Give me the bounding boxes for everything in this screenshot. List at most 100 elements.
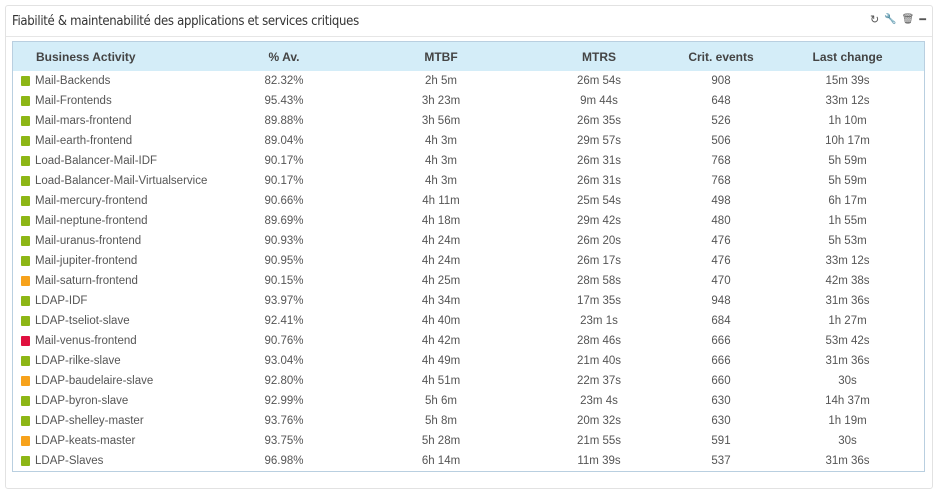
status-cell	[13, 211, 35, 231]
availability-cell: 90.93%	[264, 235, 304, 247]
column-header-crit-events[interactable]: Crit. events	[688, 49, 754, 64]
last-change-cell: 14h 37m	[825, 395, 870, 407]
table-row[interactable]: LDAP-baudelaire-slave 92.80% 4h 51m 22m 37s…	[13, 371, 924, 391]
last-change-cell: 30s	[838, 375, 857, 387]
name-cell[interactable]: Mail-earth-frontend	[35, 135, 133, 147]
refresh-icon[interactable]: ↻	[870, 14, 880, 26]
table-row[interactable]: LDAP-IDF 93.97% 4h 34m 17m 35s 948 31m 36s	[13, 291, 924, 311]
last-change-cell: 31m 36s	[825, 295, 870, 307]
column-header-mtbf[interactable]: MTBF	[424, 49, 458, 64]
availability-cell: 92.41%	[264, 315, 304, 327]
name-cell[interactable]: LDAP-Slaves	[35, 455, 104, 467]
name-cell[interactable]: Load-Balancer-Mail-IDF	[35, 155, 158, 167]
column-header-availability[interactable]: % Av.	[268, 49, 300, 64]
last-change-cell: 1h 27m	[828, 315, 867, 327]
mtrs-cell: 25m 54s	[576, 195, 622, 207]
crit-events-cell: 666	[711, 355, 731, 367]
name-cell[interactable]: Mail-mercury-frontend	[35, 195, 148, 207]
status-cell	[13, 451, 35, 471]
name-cell[interactable]: LDAP-IDF	[35, 295, 88, 307]
name-cell[interactable]: Mail-mars-frontend	[35, 115, 132, 127]
name-cell[interactable]: Mail-Backends	[35, 75, 111, 87]
status-cell	[13, 171, 35, 191]
status-cell	[13, 431, 35, 451]
name-cell[interactable]: Mail-saturn-frontend	[35, 275, 138, 287]
mtrs-cell: 21m 40s	[576, 355, 622, 367]
status-cell	[13, 231, 35, 251]
trash-icon[interactable]: 🗑	[901, 14, 915, 25]
mtrs-cell: 28m 46s	[576, 335, 622, 347]
mtrs-cell: 26m 35s	[576, 115, 622, 127]
table-row[interactable]: Mail-earth-frontend 89.04% 4h 3m 29m 57s 506…	[13, 131, 924, 151]
column-header-business-activity[interactable]: Business Activity	[36, 49, 136, 64]
status-cell	[13, 271, 35, 291]
name-cell[interactable]: LDAP-rilke-slave	[35, 355, 121, 367]
status-column-header	[13, 42, 35, 71]
availability-cell: 92.99%	[264, 395, 304, 407]
table-row[interactable]: LDAP-keats-master 93.75% 5h 28m 21m 55s 591 3…	[13, 431, 924, 451]
status-ok-icon	[21, 135, 30, 146]
column-header-mtrs[interactable]: MTRS	[582, 49, 616, 64]
availability-cell: 95.43%	[264, 95, 304, 107]
widget-title: Fiabilité & maintenabilité des applicati…	[12, 14, 359, 29]
table-row[interactable]: Mail-mars-frontend 89.88% 3h 56m 26m 35s 526…	[13, 111, 924, 131]
mtrs-cell: 11m 39s	[577, 455, 621, 467]
table-row[interactable]: Load-Balancer-Mail-IDF 90.17% 4h 3m 26m 31s…	[13, 151, 924, 171]
crit-events-cell: 537	[711, 455, 731, 467]
name-cell[interactable]: LDAP-keats-master	[35, 435, 136, 447]
name-cell[interactable]: LDAP-tseliot-slave	[35, 315, 130, 327]
table-row[interactable]: Mail-Backends 82.32% 2h 5m 26m 54s 908 15m 39…	[13, 71, 924, 91]
name-cell[interactable]: Load-Balancer-Mail-Virtualservice	[35, 175, 208, 187]
availability-cell: 93.97%	[264, 295, 304, 307]
last-change-cell: 33m 12s	[825, 95, 870, 107]
mtrs-cell: 26m 31s	[576, 175, 622, 187]
table-row[interactable]: Mail-uranus-frontend 90.93% 4h 24m 26m 20s 4…	[13, 231, 924, 251]
column-header-last-change[interactable]: Last change	[812, 49, 883, 64]
name-cell[interactable]: Mail-neptune-frontend	[35, 215, 148, 227]
name-cell[interactable]: LDAP-shelley-master	[35, 415, 144, 427]
status-cell	[13, 371, 35, 391]
mtrs-cell: 20m 32s	[576, 415, 622, 427]
minimize-icon[interactable]: ━	[919, 14, 926, 26]
table-row[interactable]: Mail-mercury-frontend 90.66% 4h 11m 25m 54s…	[13, 191, 924, 211]
status-ok-icon	[21, 355, 30, 366]
mtrs-cell: 23m 4s	[580, 395, 618, 407]
name-cell[interactable]: Mail-Frontends	[35, 95, 112, 107]
availability-cell: 90.17%	[264, 175, 304, 187]
table-row[interactable]: LDAP-Slaves 96.98% 6h 14m 11m 39s 537 31m 36s	[13, 451, 924, 471]
mtrs-cell: 29m 42s	[576, 215, 622, 227]
name-cell[interactable]: Mail-uranus-frontend	[35, 235, 142, 247]
mtbf-cell: 5h 8m	[425, 415, 457, 427]
last-change-cell: 31m 36s	[825, 355, 870, 367]
table-row[interactable]: LDAP-rilke-slave 93.04% 4h 49m 21m 40s 666 31…	[13, 351, 924, 371]
table-row[interactable]: Mail-jupiter-frontend 90.95% 4h 24m 26m 17s…	[13, 251, 924, 271]
status-ok-icon	[21, 315, 30, 326]
mtbf-cell: 4h 11m	[422, 195, 460, 207]
mtbf-cell: 4h 3m	[425, 175, 457, 187]
status-ok-icon	[21, 215, 30, 226]
mtrs-cell: 23m 1s	[580, 315, 618, 327]
status-cell	[13, 91, 35, 111]
table-row[interactable]: Mail-Frontends 95.43% 3h 23m 9m 44s 648 33m 1…	[13, 91, 924, 111]
name-cell[interactable]: LDAP-baudelaire-slave	[35, 375, 154, 387]
wrench-icon[interactable]: 🔧	[884, 14, 897, 25]
table-row[interactable]: LDAP-tseliot-slave 92.41% 4h 40m 23m 1s 684 1…	[13, 311, 924, 331]
table-row[interactable]: LDAP-byron-slave 92.99% 5h 6m 23m 4s 630 14h …	[13, 391, 924, 411]
availability-cell: 90.15%	[264, 275, 304, 287]
crit-events-cell: 526	[711, 115, 731, 127]
status-ok-icon	[21, 235, 30, 246]
widget-header: Fiabilité & maintenabilité des applicati…	[6, 6, 932, 37]
table-row[interactable]: LDAP-shelley-master 93.76% 5h 8m 20m 32s 630…	[13, 411, 924, 431]
availability-cell: 90.17%	[264, 155, 304, 167]
last-change-cell: 5h 59m	[828, 175, 867, 187]
availability-cell: 93.04%	[264, 355, 304, 367]
last-change-cell: 1h 10m	[828, 115, 867, 127]
name-cell[interactable]: Mail-jupiter-frontend	[35, 255, 138, 267]
crit-events-cell: 630	[711, 395, 731, 407]
table-row[interactable]: Mail-neptune-frontend 89.69% 4h 18m 29m 42s…	[13, 211, 924, 231]
name-cell[interactable]: Mail-venus-frontend	[35, 335, 137, 347]
table-row[interactable]: Mail-saturn-frontend 90.15% 4h 25m 28m 58s 4…	[13, 271, 924, 291]
table-row[interactable]: Load-Balancer-Mail-Virtualservice 90.17% 4…	[13, 171, 924, 191]
table-row[interactable]: Mail-venus-frontend 90.76% 4h 42m 28m 46s 66…	[13, 331, 924, 351]
name-cell[interactable]: LDAP-byron-slave	[35, 395, 129, 407]
